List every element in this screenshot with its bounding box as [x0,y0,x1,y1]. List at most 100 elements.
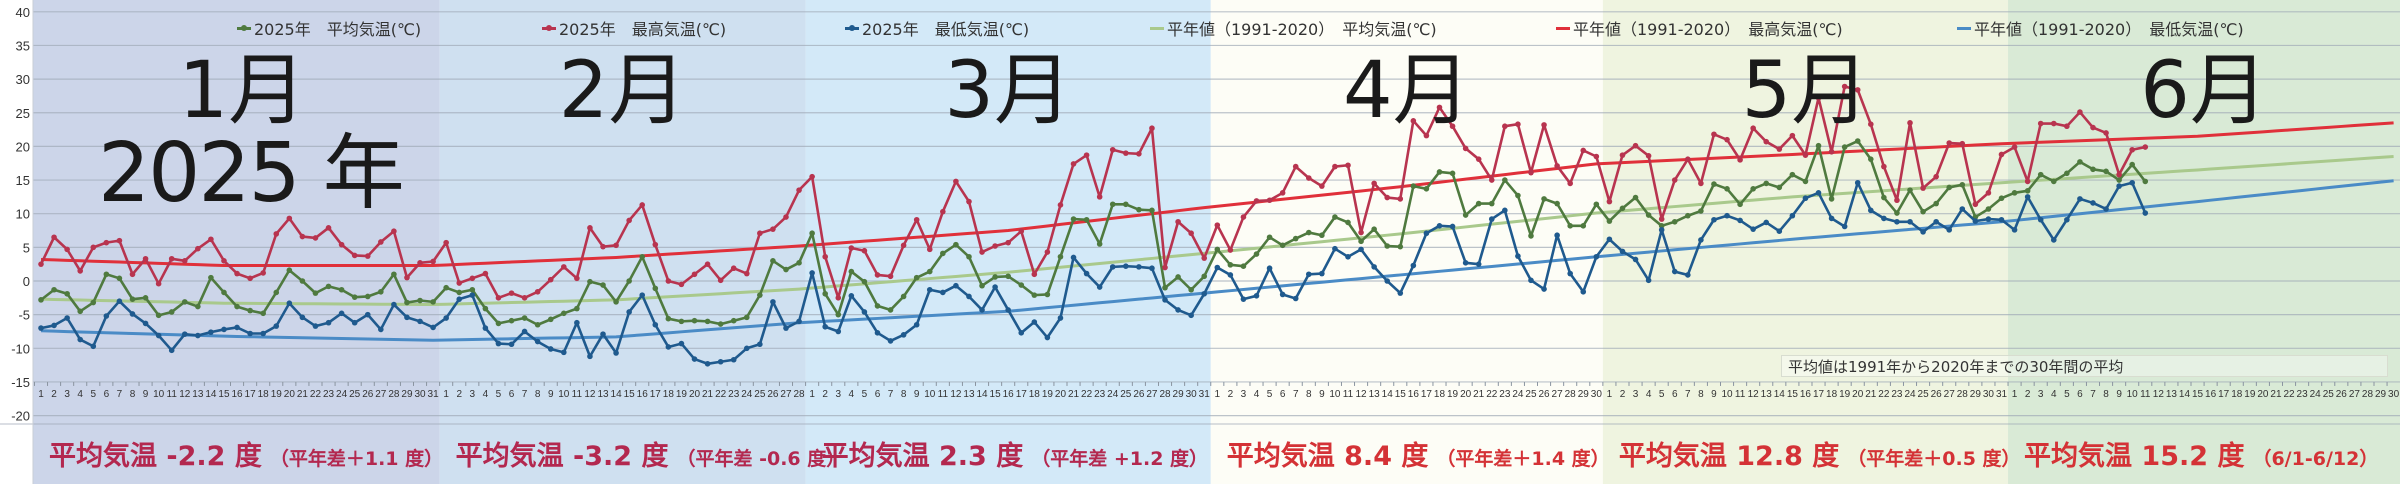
x-tick-label: 16 [2205,389,2217,400]
x-tick-label: 19 [271,389,283,400]
summary-average: 平均気温 2.3 度 [821,441,1024,472]
month-band [33,0,440,484]
data-point [1449,123,1456,130]
data-point [1410,183,1417,189]
summary-average: 平均気温 15.2 度 [2024,441,2245,472]
data-point [168,347,175,354]
data-point [1528,233,1534,239]
x-tick-label: 29 [1578,389,1590,400]
data-point [469,286,476,293]
data-point [2129,179,2135,186]
x-tick-label: 2 [51,389,57,400]
data-point [1763,219,1770,226]
summary-diff: （平年差＋1.4 度） [1436,448,1610,470]
x-tick-label: 25 [349,389,361,400]
data-point [1240,214,1247,220]
data-point [1854,179,1861,186]
data-point [1149,265,1155,272]
data-point [1279,190,1286,196]
data-point [1580,223,1587,229]
x-tick-label: 1 [443,389,449,400]
data-point [103,313,110,319]
x-tick-label: 10 [1329,389,1341,400]
x-tick-label: 13 [1761,389,1773,400]
x-tick-label: 28 [793,389,805,400]
data-point [521,315,528,321]
data-point [1358,246,1364,253]
x-tick-label: 12 [179,389,191,400]
data-point [508,290,515,296]
data-point [1789,171,1796,178]
data-point [273,231,280,237]
data-point [51,234,57,241]
y-tick-label: -20 [11,409,30,424]
data-point [1711,181,1717,187]
data-point [992,243,998,249]
data-point [1933,200,1939,207]
data-point [391,301,397,308]
data-point [208,236,214,243]
data-point [600,282,606,288]
data-point [286,267,293,274]
data-point [1724,212,1730,219]
data-point [1907,187,1913,193]
x-tick-label: 4 [77,389,83,400]
x-tick-label: 19 [1447,389,1459,400]
x-tick-label: 12 [1748,389,1760,400]
y-tick-label: -5 [18,308,30,323]
data-point [1894,210,1900,216]
x-tick-label: 25 [2323,389,2335,400]
data-point [404,314,410,321]
data-point [391,271,397,278]
x-tick-label: 24 [336,389,348,400]
data-point [783,214,789,220]
data-point [1567,223,1573,229]
data-point [1920,208,1926,215]
data-point [1109,264,1116,270]
month-summary: 平均気温 12.8 度 （平年差＋0.5 度） [1619,434,2021,473]
data-point [1305,229,1312,236]
data-point [273,323,280,329]
y-axis-labels: 40 35 30 25 20 15 10 5 0 -5 -10 -15 -20 [11,5,30,424]
data-point [312,290,319,296]
x-tick-label: 28 [1565,389,1577,400]
x-tick-label: 26 [362,389,374,400]
legend-swatch [237,24,251,31]
data-point [809,173,815,180]
data-point [234,270,240,277]
x-tick-label: 28 [388,389,400,400]
data-point [1737,157,1743,163]
x-tick-label: 11 [938,389,949,400]
x-tick-label: 29 [1173,389,1185,400]
data-point [1345,162,1351,169]
data-point [848,268,855,275]
series-lines [38,83,2394,367]
data-point [953,241,959,248]
data-point [1750,226,1756,232]
data-point [613,242,619,249]
data-point [1057,253,1064,260]
month-label: 4月 [1342,46,1471,136]
x-tick-label: 10 [2127,389,2139,400]
x-tick-label: 12 [1356,389,1368,400]
data-point [1645,153,1652,159]
data-point [861,247,868,254]
data-point [613,350,619,356]
data-point [103,271,110,278]
data-point [495,320,502,327]
x-tick-label: 20 [284,389,296,400]
data-point [1031,271,1038,278]
y-tick-label: -15 [11,375,30,390]
x-tick-label: 11 [1343,389,1354,400]
data-point [2077,109,2083,115]
x-tick-label: 2 [1228,389,1234,400]
x-tick-label: 24 [1107,389,1119,400]
data-point [1070,161,1077,167]
data-point [1802,152,1809,158]
x-tick-label: 3 [2038,389,2044,400]
data-point [64,315,70,321]
x-tick-label: 7 [888,389,894,400]
data-point [195,245,201,252]
data-point [2050,120,2057,127]
data-point [1698,237,1704,243]
